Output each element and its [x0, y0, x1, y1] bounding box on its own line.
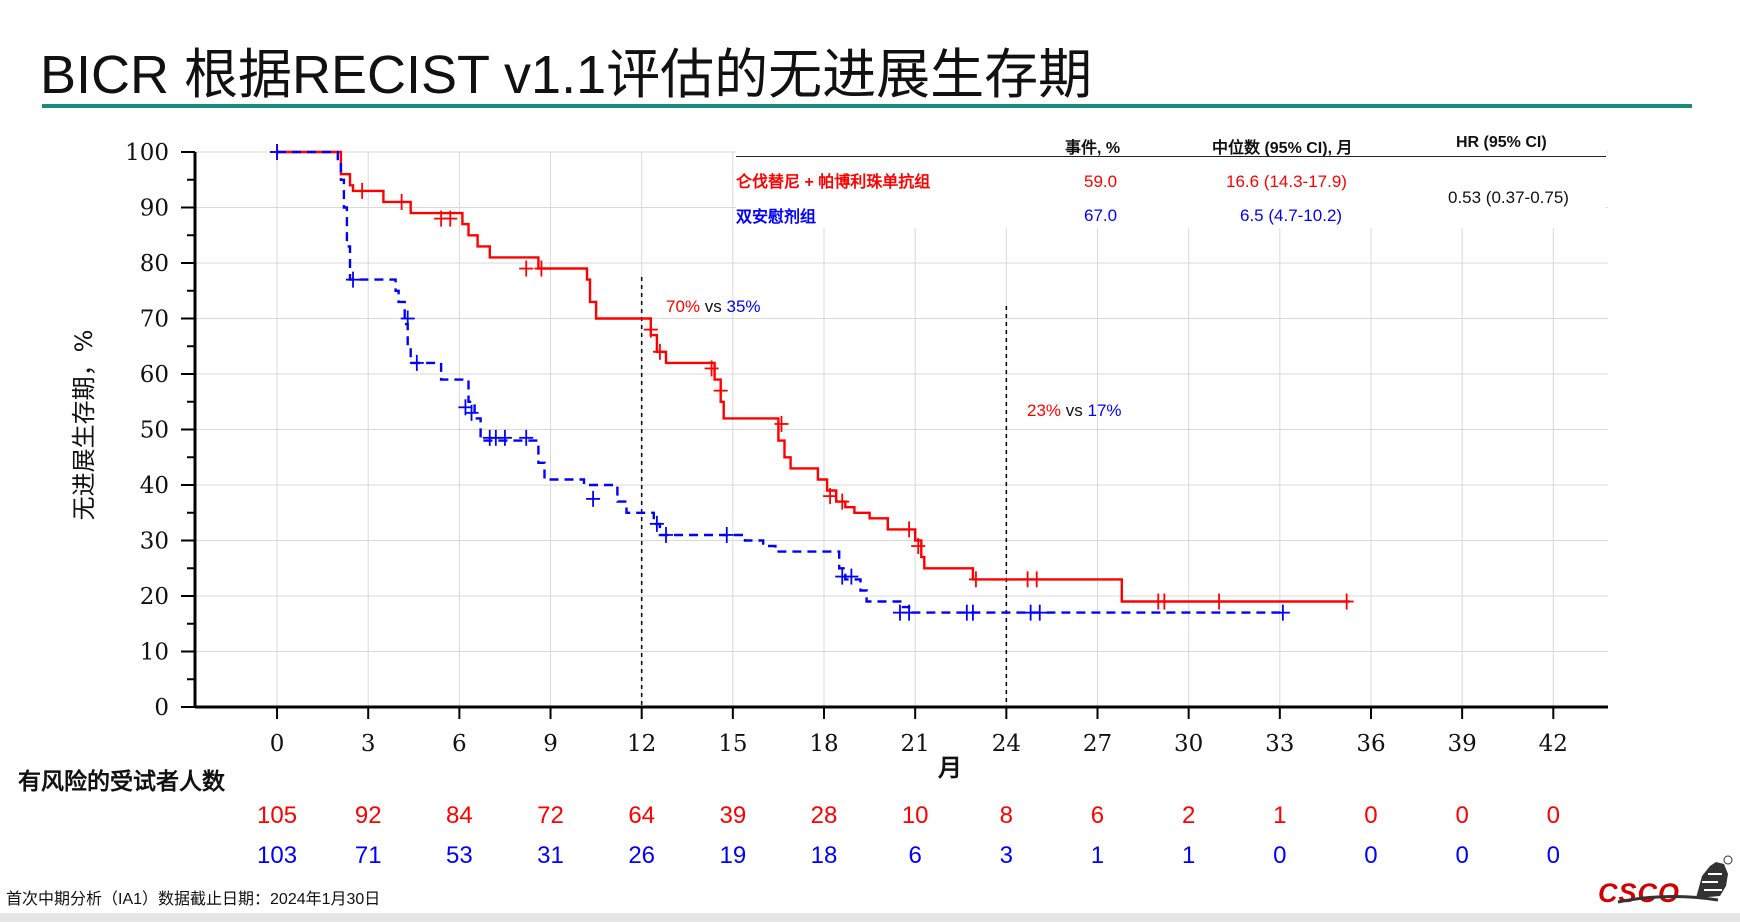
- y-tick-label: 70: [140, 307, 169, 333]
- x-tick-label: 12: [627, 731, 656, 757]
- y-tick-label: 50: [140, 418, 169, 444]
- x-tick-label: 24: [992, 731, 1021, 757]
- legend-red-median: 16.6 (14.3-17.9): [1226, 172, 1347, 191]
- reference-lines: [640, 277, 1008, 707]
- x-tick-label: 3: [361, 731, 376, 757]
- risk-count: 0: [1546, 802, 1560, 829]
- logo-text: CSCO: [1598, 878, 1681, 908]
- risk-count: 105: [257, 802, 298, 829]
- risk-count: 92: [354, 802, 382, 829]
- y-axis-label: 无进展生存期，%: [70, 330, 98, 521]
- risk-count: 10: [901, 802, 929, 829]
- x-tick-label: 30: [1174, 731, 1203, 757]
- risk-count: 0: [1546, 842, 1560, 869]
- x-tick-label: 36: [1356, 731, 1385, 757]
- risk-count: 103: [257, 842, 298, 869]
- logo-wall-icon: [1617, 855, 1733, 904]
- risk-count: 3: [999, 842, 1014, 869]
- annotation-month-24: 23% vs 17%: [1027, 401, 1122, 421]
- risk-count: 0: [1455, 842, 1469, 869]
- risk-count: 2: [1181, 802, 1196, 829]
- legend-blue-events: 67.0: [1084, 206, 1118, 225]
- annot24-blue: 17%: [1087, 401, 1122, 420]
- x-tick-label: 33: [1265, 731, 1294, 757]
- risk-count: 0: [1455, 802, 1469, 829]
- y-tick-label: 10: [140, 640, 169, 666]
- y-tick-label: 80: [140, 251, 169, 277]
- bottom-bar: [0, 913, 1740, 922]
- legend-blue-name: 双安慰剂组: [736, 209, 817, 226]
- title-divider: [42, 104, 1692, 108]
- risk-count: 71: [354, 842, 382, 869]
- risk-count: 0: [1364, 802, 1378, 829]
- risk-count: 8: [999, 802, 1014, 829]
- risk-count: 1: [1273, 802, 1287, 829]
- footnote: 首次中期分析（IA1）数据截止日期：2024年1月30日: [6, 891, 381, 908]
- y-tick-label: 60: [140, 362, 169, 388]
- hr-header: HR (95% CI): [1456, 134, 1547, 151]
- risk-count: 6: [1090, 802, 1105, 829]
- risk-count: 72: [537, 802, 564, 829]
- y-tick-label: 30: [140, 529, 169, 555]
- risk-count: 53: [446, 842, 473, 869]
- risk-count: 6: [908, 842, 922, 869]
- annotation-month-12: 70% vs 35%: [666, 297, 761, 317]
- x-tick-label: 42: [1539, 731, 1568, 757]
- legend-red-events: 59.0: [1084, 172, 1118, 191]
- series-layer: [270, 144, 1354, 621]
- annot24-red: 23%: [1027, 401, 1062, 420]
- annot12-vs: vs: [704, 297, 722, 316]
- y-tick-label: 0: [154, 695, 169, 721]
- x-axis-label: 月: [937, 754, 962, 780]
- risk-count: 1: [1090, 842, 1105, 869]
- x-tick-label: 6: [452, 731, 467, 757]
- median-header: 中位数 (95% CI), 月: [1212, 140, 1353, 157]
- legend-table: 事件, % 中位数 (95% CI), 月 HR (95% CI) 仑伐替尼 +…: [736, 128, 1606, 228]
- annot12-red: 70%: [666, 297, 701, 316]
- x-tick-label: 15: [718, 731, 747, 757]
- y-tick-label: 90: [140, 196, 169, 222]
- x-tick-label: 27: [1083, 731, 1112, 757]
- slide-title: BICR 根据RECIST v1.1评估的无进展生存期: [40, 45, 1093, 105]
- y-tick-label: 40: [140, 473, 169, 499]
- x-tick-label: 0: [270, 731, 285, 757]
- risk-count: 0: [1273, 842, 1287, 869]
- series-line-1: [277, 150, 1283, 614]
- risk-count: 0: [1364, 842, 1378, 869]
- risk-count: 28: [810, 802, 838, 829]
- csco-logo: CSCO: [1598, 852, 1738, 912]
- risk-count: 19: [719, 842, 747, 869]
- risk-count: 18: [810, 842, 838, 869]
- legend-hr-value: 0.53 (0.37-0.75): [1448, 188, 1569, 207]
- chart-grid: [195, 151, 1608, 708]
- x-tick-label: 9: [543, 731, 558, 757]
- x-tick-label: 18: [809, 731, 838, 757]
- y-tick-label: 20: [140, 584, 169, 610]
- risk-count: 39: [719, 802, 747, 829]
- risk-count: 26: [628, 842, 656, 869]
- risk-count: 64: [628, 802, 656, 829]
- legend-header-rule: [736, 156, 1606, 157]
- risk-count: 31: [537, 842, 564, 869]
- risk-count: 1: [1181, 842, 1196, 869]
- annot24-vs: vs: [1065, 401, 1083, 420]
- y-tick-label: 100: [125, 140, 169, 166]
- x-tick-label: 39: [1448, 731, 1477, 757]
- events-header: 事件, %: [1065, 140, 1121, 157]
- risk-table-title: 有风险的受试者人数: [18, 768, 225, 794]
- legend-red-name: 仑伐替尼 + 帕博利珠单抗组: [736, 174, 931, 191]
- risk-count: 84: [446, 802, 473, 829]
- annot12-blue: 35%: [726, 297, 761, 316]
- x-tick-label: 21: [901, 731, 930, 757]
- legend-blue-median: 6.5 (4.7-10.2): [1240, 206, 1343, 225]
